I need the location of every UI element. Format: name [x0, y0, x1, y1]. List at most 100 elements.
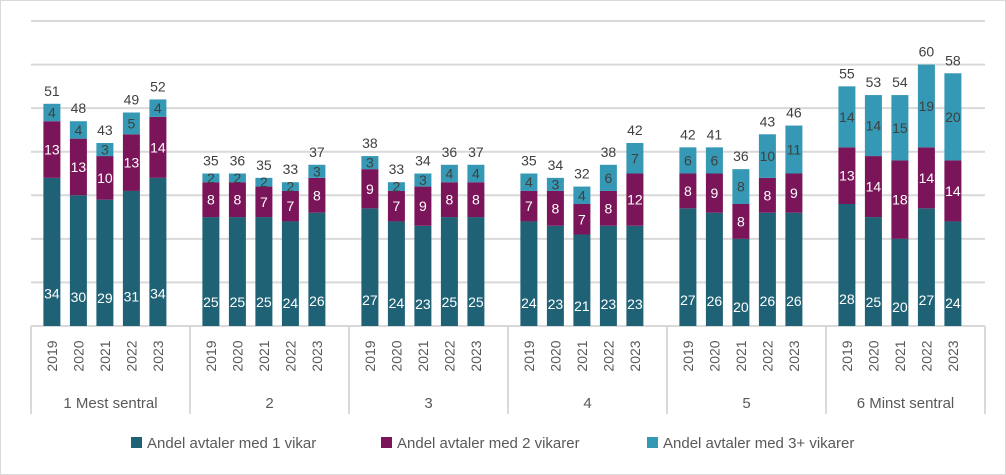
- bar-segment: [228, 182, 246, 218]
- data-label: 14: [866, 118, 882, 134]
- bar-segment: [149, 177, 167, 326]
- data-label: 28: [839, 291, 855, 307]
- group-label: 2: [265, 395, 273, 412]
- data-label: 7: [578, 211, 586, 227]
- bar-segment: [361, 169, 379, 209]
- data-label: 9: [790, 185, 798, 201]
- bar-segment: [202, 217, 220, 326]
- bar-segment: [679, 208, 697, 326]
- total-label: 38: [362, 135, 378, 151]
- year-tick-label: 2020: [388, 340, 404, 371]
- total-label: 35: [256, 157, 272, 173]
- bar-segment: [679, 147, 697, 174]
- data-label: 13: [44, 142, 60, 158]
- data-label: 6: [684, 152, 692, 168]
- year-tick-label: 2021: [256, 340, 272, 371]
- data-label: 14: [150, 139, 166, 155]
- data-label: 25: [442, 294, 458, 310]
- bar-segment: [705, 212, 723, 326]
- bar-segment: [546, 225, 564, 326]
- bar-segment: [891, 95, 909, 161]
- bar-segment: [944, 73, 962, 161]
- total-label: 55: [839, 65, 855, 81]
- year-tick-label: 2022: [918, 340, 934, 371]
- data-label: 8: [472, 192, 480, 208]
- bar-segment: [732, 204, 750, 239]
- data-label: 26: [760, 293, 776, 309]
- data-label: 4: [472, 166, 480, 182]
- bar-segment: [467, 217, 485, 326]
- bar-segment: [864, 156, 882, 218]
- total-label: 54: [892, 74, 908, 90]
- data-label: 23: [601, 296, 617, 312]
- bar-segment: [43, 177, 61, 326]
- bar-segment: [785, 212, 803, 326]
- total-label: 51: [44, 83, 60, 99]
- data-label: 10: [760, 148, 776, 164]
- total-label: 37: [468, 144, 484, 160]
- year-tick-label: 2019: [362, 340, 378, 371]
- bar-segment: [626, 225, 644, 326]
- data-label: 8: [207, 192, 215, 208]
- data-label: 19: [919, 98, 935, 114]
- bars: 3413451301344829103433113549341445225823…: [43, 44, 962, 326]
- bar-segment: [43, 121, 61, 178]
- bar-segment: [255, 217, 273, 326]
- data-label: 20: [892, 299, 908, 315]
- data-label: 3: [101, 142, 109, 158]
- year-tick-label: 2021: [97, 340, 113, 371]
- bar-segment: [228, 217, 246, 326]
- data-label: 27: [919, 292, 935, 308]
- data-label: 25: [203, 294, 219, 310]
- total-label: 33: [389, 161, 405, 177]
- bar-segment: [69, 138, 87, 196]
- bar-segment: [546, 190, 564, 226]
- bar-segment: [917, 147, 935, 209]
- year-tick-label: 2021: [892, 340, 908, 371]
- bar-segment: [573, 204, 591, 235]
- data-label: 8: [764, 187, 772, 203]
- bar-segment: [122, 134, 140, 191]
- year-tick-label: 2021: [733, 340, 749, 371]
- data-label: 20: [945, 109, 961, 125]
- bar-segment: [281, 190, 299, 222]
- data-label: 2: [207, 170, 215, 186]
- data-label: 4: [446, 166, 454, 182]
- data-label: 30: [71, 289, 87, 305]
- total-label: 35: [203, 153, 219, 169]
- year-tick-label: 2020: [706, 340, 722, 371]
- data-label: 4: [75, 122, 83, 138]
- total-label: 52: [150, 78, 166, 94]
- data-label: 26: [309, 293, 325, 309]
- data-label: 27: [680, 292, 696, 308]
- total-label: 33: [283, 161, 299, 177]
- bar-segment: [414, 173, 432, 187]
- data-label: 8: [684, 183, 692, 199]
- bar-segment: [785, 173, 803, 213]
- total-label: 35: [521, 153, 537, 169]
- data-label: 9: [419, 198, 427, 214]
- year-tick-label: 2020: [229, 340, 245, 371]
- data-label: 4: [48, 105, 56, 121]
- bar-segment: [96, 199, 114, 326]
- total-label: 34: [415, 153, 431, 169]
- bar-segment: [838, 204, 856, 326]
- bar-segment: [149, 116, 167, 178]
- total-label: 58: [945, 52, 961, 68]
- year-tick-label: 2022: [123, 340, 139, 371]
- bar-segment: [599, 164, 617, 191]
- data-label: 24: [283, 295, 299, 311]
- data-label: 34: [44, 285, 60, 301]
- total-label: 42: [680, 126, 696, 142]
- data-label: 7: [525, 198, 533, 214]
- data-label: 27: [362, 292, 378, 308]
- total-label: 53: [866, 74, 882, 90]
- bar-segment: [679, 173, 697, 209]
- legend-swatch: [131, 437, 142, 448]
- bar-segment: [149, 99, 167, 117]
- year-tick-label: 2023: [945, 340, 961, 371]
- data-label: 7: [631, 150, 639, 166]
- bar-segment: [308, 164, 326, 178]
- data-label: 13: [839, 168, 855, 184]
